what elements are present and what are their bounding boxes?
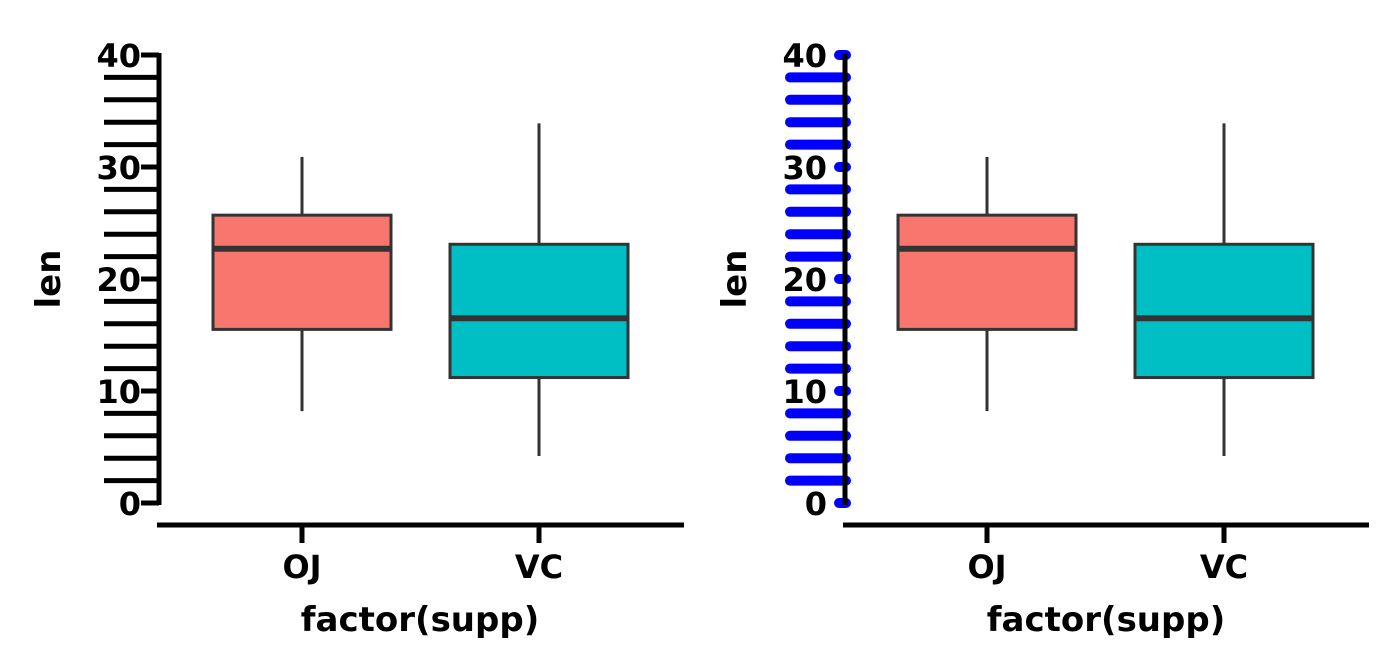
- y-tick-label: 30: [782, 149, 827, 187]
- right-panel: 0 10 20 30 40 len OJ VC factor(supp): [715, 37, 1369, 640]
- y-tick-label: 0: [805, 485, 827, 523]
- iqr-box: [1135, 244, 1313, 377]
- iqr-box: [898, 215, 1076, 329]
- box-oj: [898, 157, 1076, 411]
- y-tick-label: 10: [96, 373, 141, 411]
- y-axis-title: len: [715, 250, 755, 309]
- x-tick-label: OJ: [282, 548, 321, 586]
- y-tick-label: 40: [782, 37, 827, 75]
- y-tick-label: 0: [119, 485, 141, 523]
- box-vc: [450, 123, 628, 456]
- x-tick-label: OJ: [967, 548, 1006, 586]
- box-oj: [213, 157, 391, 411]
- y-tick-label: 20: [96, 261, 141, 299]
- y-tick-label: 30: [96, 149, 141, 187]
- y-tick-label: 20: [782, 261, 827, 299]
- left-panel: 0 10 20 30 40 len OJ VC factor(supp): [29, 37, 684, 640]
- x-axis-title: factor(supp): [301, 600, 539, 640]
- box-vc: [1135, 123, 1313, 456]
- x-tick-label: VC: [1200, 548, 1248, 586]
- x-tick-label: VC: [515, 548, 563, 586]
- y-tick-label: 40: [96, 37, 141, 75]
- x-axis-title: factor(supp): [987, 600, 1225, 640]
- y-axis-title: len: [29, 250, 69, 309]
- iqr-box: [450, 244, 628, 377]
- iqr-box: [213, 215, 391, 329]
- y-tick-label: 10: [782, 373, 827, 411]
